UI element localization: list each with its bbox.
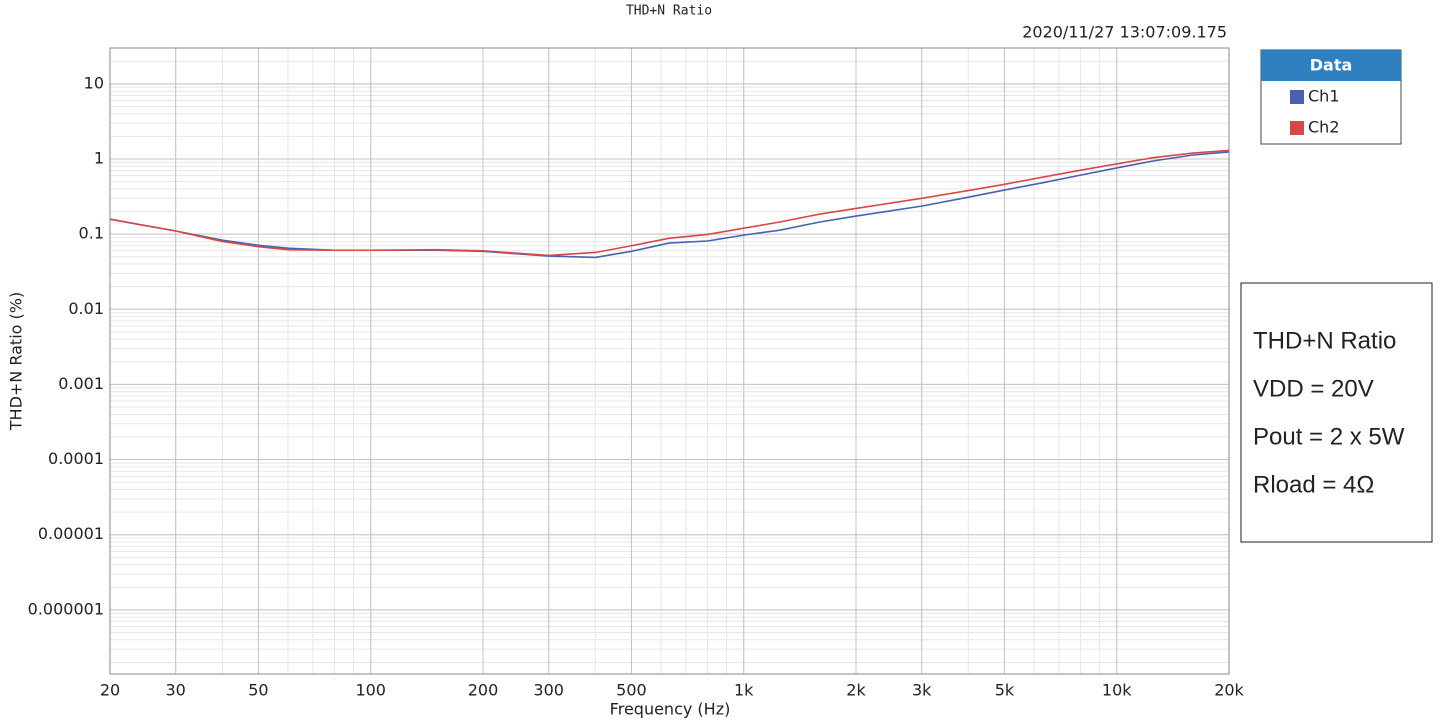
y-tick-label: 10 bbox=[84, 73, 104, 92]
y-tick-label: 0.0001 bbox=[48, 449, 104, 468]
legend-swatch bbox=[1290, 121, 1304, 135]
annotation-line: VDD = 20V bbox=[1253, 375, 1374, 402]
legend-label: Ch2 bbox=[1308, 118, 1340, 137]
data-line bbox=[109, 149, 1230, 257]
x-tick-label: 50 bbox=[248, 681, 268, 700]
y-tick-label: 0.00001 bbox=[38, 524, 104, 543]
x-axis-label: Frequency (Hz) bbox=[610, 700, 731, 719]
x-tick-label: 20k bbox=[1214, 681, 1244, 700]
legend-swatch bbox=[1290, 90, 1304, 104]
legend: Data bbox=[1260, 49, 1402, 145]
x-tick-label: 30 bbox=[166, 681, 186, 700]
annotation-line: THD+N Ratio bbox=[1253, 327, 1396, 354]
y-tick-label: 0.001 bbox=[58, 374, 104, 393]
y-axis-label: THD+N Ratio (%) bbox=[7, 292, 26, 431]
x-tick-label: 3k bbox=[912, 681, 932, 700]
data-line bbox=[109, 151, 1230, 259]
annotation-box bbox=[1240, 282, 1433, 543]
chart-title: THD+N Ratio bbox=[626, 4, 712, 19]
x-tick-label: 200 bbox=[468, 681, 499, 700]
x-tick-label: 2k bbox=[846, 681, 866, 700]
annotation-line: Pout = 2 x 5W bbox=[1253, 423, 1405, 450]
timestamp: 2020/11/27 13:07:09.175 bbox=[1022, 23, 1227, 42]
grid bbox=[109, 48, 1230, 674]
x-tick-label: 20 bbox=[100, 681, 120, 700]
legend-title: Data bbox=[1310, 56, 1353, 75]
x-tick-label: 10k bbox=[1102, 681, 1132, 700]
annotation-line: Rload = 4Ω bbox=[1253, 471, 1374, 498]
y-tick-label: 0.000001 bbox=[28, 599, 104, 618]
plot-border bbox=[109, 47, 1230, 675]
legend-label: Ch1 bbox=[1308, 87, 1340, 106]
x-tick-label: 500 bbox=[616, 681, 647, 700]
y-tick-label: 1 bbox=[94, 148, 104, 167]
x-tick-label: 100 bbox=[355, 681, 386, 700]
y-tick-label: 0.01 bbox=[68, 299, 104, 318]
x-tick-label: 300 bbox=[533, 681, 564, 700]
x-tick-label: 5k bbox=[995, 681, 1015, 700]
legend-header bbox=[1261, 50, 1401, 81]
y-tick-label: 0.1 bbox=[79, 224, 104, 243]
x-tick-label: 1k bbox=[734, 681, 754, 700]
